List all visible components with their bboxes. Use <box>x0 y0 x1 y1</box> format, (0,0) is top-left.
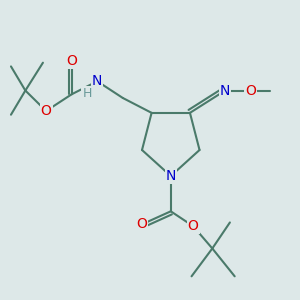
Text: N: N <box>92 74 103 88</box>
Text: N: N <box>220 84 230 98</box>
Text: H: H <box>82 87 92 100</box>
Text: O: O <box>66 54 77 68</box>
Text: N: N <box>166 169 176 183</box>
Text: O: O <box>136 217 147 231</box>
Text: O: O <box>245 84 256 98</box>
Text: O: O <box>41 104 52 118</box>
Text: O: O <box>188 219 199 233</box>
